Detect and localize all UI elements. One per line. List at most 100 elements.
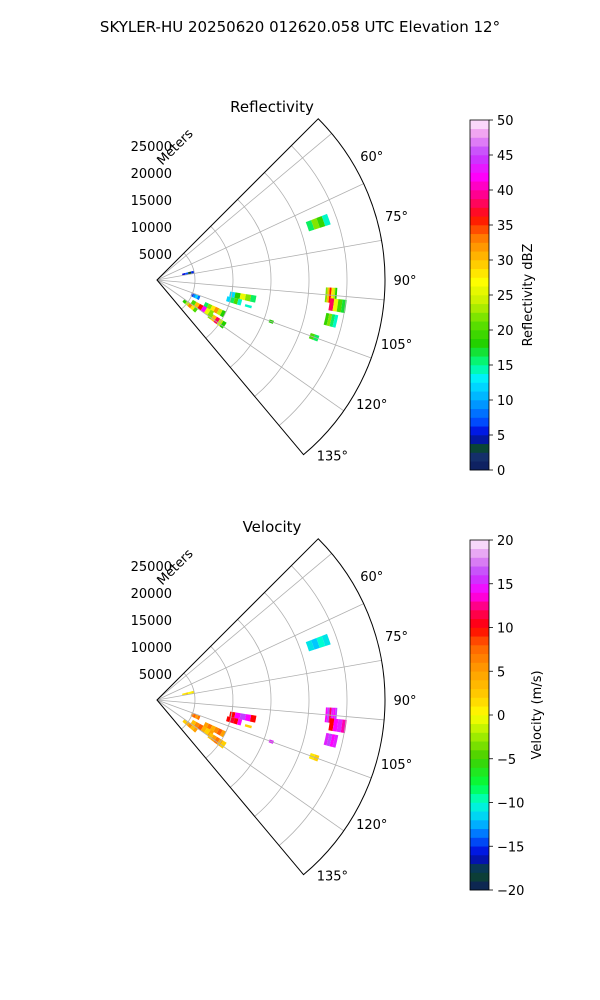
radar-cell — [249, 294, 257, 303]
colorbar-tick-label: −10 — [497, 797, 524, 812]
radar-cell — [244, 724, 252, 729]
angular-tick-label: 120° — [356, 398, 387, 413]
angular-tick-label: 75° — [385, 630, 408, 645]
radial-gridline — [254, 592, 310, 817]
colorbar-swatch — [470, 382, 489, 392]
colorbar-swatch — [470, 408, 489, 418]
radar-cell — [190, 270, 195, 274]
radar-cell — [244, 714, 252, 722]
angular-tick-label: 135° — [317, 869, 348, 884]
radar-cell — [216, 308, 223, 316]
radar-cell — [182, 719, 187, 724]
colorbar-tick-label: 20 — [497, 534, 514, 549]
colorbar-swatch — [470, 461, 489, 471]
radar-cell — [187, 303, 193, 309]
radar-cell — [305, 640, 315, 652]
radar-cell — [233, 297, 239, 305]
colorbar-tick-label: −15 — [497, 840, 524, 855]
colorbar-swatch — [470, 225, 489, 235]
radar-cell — [239, 293, 246, 301]
radial-tick-label: 20000 — [131, 587, 172, 602]
colorbar-swatch — [470, 321, 489, 331]
radar-cell — [219, 309, 227, 318]
colorbar-swatch — [470, 443, 489, 453]
colorbar-swatch — [470, 776, 489, 786]
colorbar-tick-label: 40 — [497, 184, 514, 199]
radar-cell — [236, 718, 243, 726]
colorbar-swatch — [470, 592, 489, 602]
colorbar-tick-label: 5 — [497, 665, 505, 680]
radar-cell — [321, 633, 331, 647]
radar-cell — [182, 299, 187, 304]
colorbar-swatch — [470, 207, 489, 217]
radar-cell — [213, 306, 220, 314]
radar-cell — [203, 307, 211, 316]
radial-tick-label: 25000 — [131, 560, 172, 575]
colorbar-swatch — [470, 583, 489, 593]
reflectivity-colorbar-label: Reflectivity dBZ — [521, 244, 536, 347]
radar-cell — [244, 304, 252, 309]
radar-cell — [328, 298, 335, 311]
radar-cell — [329, 314, 336, 328]
radial-gridline — [278, 145, 348, 426]
radial-tick-label: 15000 — [131, 614, 172, 629]
reflectivity-panel: Reflectivity 5000 10000 15000 20000 25000 60°… — [131, 98, 536, 479]
colorbar-swatch — [470, 820, 489, 830]
radar-cell — [332, 718, 339, 732]
radar-data — [182, 633, 347, 762]
colorbar-swatch — [470, 417, 489, 427]
radar-cell — [239, 713, 246, 721]
colorbar-tick-label: 0 — [497, 464, 505, 479]
colorbar-swatch — [470, 400, 489, 410]
radar-cell — [190, 690, 195, 694]
colorbar-swatch — [470, 347, 489, 357]
radar-cell — [213, 726, 220, 734]
radar-cell — [323, 732, 330, 746]
radial-gridline — [181, 252, 196, 310]
colorbar-swatch — [470, 636, 489, 646]
colorbar-swatch — [470, 128, 489, 138]
colorbar-swatch — [470, 198, 489, 208]
radial-tick-label: 15000 — [131, 194, 172, 209]
colorbar-swatch — [470, 277, 489, 287]
radar-cell — [207, 732, 214, 740]
radar-cell — [192, 727, 198, 733]
radial-tick-label: 25000 — [131, 140, 172, 155]
colorbar-swatch — [470, 855, 489, 865]
radar-cell — [190, 305, 196, 311]
radar-cell — [213, 316, 221, 325]
radar-cell — [194, 714, 199, 719]
colorbar-swatch — [470, 557, 489, 567]
colorbar-tick-label: 15 — [497, 578, 514, 593]
angular-gridline — [156, 279, 372, 359]
angular-gridline — [156, 699, 372, 779]
colorbar-swatch — [470, 881, 489, 891]
angular-tick-label: 105° — [381, 338, 412, 353]
colorbar-swatch — [470, 802, 489, 812]
radar-cell — [187, 723, 193, 729]
radar-cell — [311, 218, 320, 230]
radar-cell — [229, 291, 236, 298]
radar-cell — [326, 313, 333, 327]
colorbar-swatch — [470, 697, 489, 707]
colorbar-swatch — [470, 575, 489, 585]
angular-gridline — [156, 553, 332, 701]
colorbar-swatch — [470, 837, 489, 847]
colorbar-swatch — [470, 680, 489, 690]
angular-gridline — [156, 660, 382, 701]
colorbar-swatch — [470, 216, 489, 226]
colorbar-tick-label: 35 — [497, 219, 514, 234]
radar-cell — [192, 307, 198, 313]
angular-gridline — [156, 183, 364, 281]
colorbar-swatch — [470, 251, 489, 261]
colorbar-swatch — [470, 356, 489, 366]
angular-gridline — [156, 603, 364, 701]
radar-cell — [332, 734, 339, 748]
colorbar-swatch — [470, 793, 489, 803]
angular-tick-label: 90° — [393, 274, 416, 289]
velocity-colorbar: −20 −15 −10 −5 0 5 10 15 20 — [469, 534, 524, 899]
radar-cell — [236, 298, 243, 306]
radar-cell — [192, 293, 197, 298]
colorbar-swatch — [470, 863, 489, 873]
